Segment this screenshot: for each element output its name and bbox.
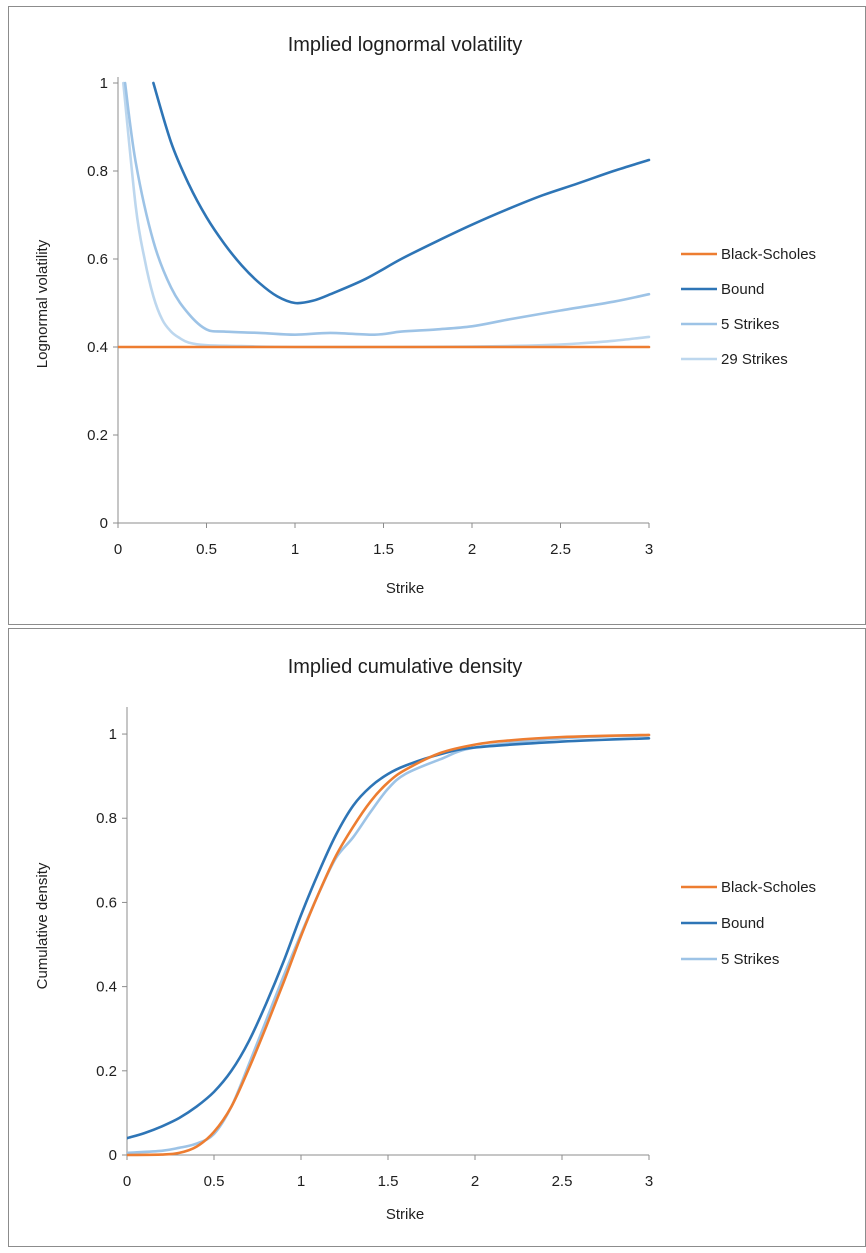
x-axis-title: Strike [386,580,424,597]
y-tick-label: 0 [109,1147,117,1164]
y-axis-title: Lognormal volatility [34,239,51,368]
legend-label-5-strikes: 5 Strikes [721,951,779,968]
chart-panel-cumulative-density: Implied cumulative density Strike Cumula… [8,628,866,1247]
legend-label-bound: Bound [721,281,764,298]
series-line-bound [152,81,651,305]
series-line-black-scholes [127,733,651,1157]
x-tick-label: 1.5 [378,1173,399,1190]
x-tick-label: 1 [291,541,299,558]
y-tick-label: 0.6 [87,251,108,268]
x-tick-label: 2 [471,1173,479,1190]
x-tick-label: 0.5 [196,541,217,558]
x-tick-label: 3 [645,541,653,558]
chart-title: Implied cumulative density [288,656,523,678]
legend-label-bound: Bound [721,915,764,932]
y-tick-label: 0.4 [87,339,108,356]
cumulative-density-chart: Implied cumulative density Strike Cumula… [34,656,816,1223]
y-tick-label: 0.2 [87,427,108,444]
volatility-chart: Implied lognormal volatility Strike Logn… [34,34,816,597]
y-axis-title: Cumulative density [34,862,51,989]
series-line-bound [127,737,651,1140]
x-tick-label: 0 [114,541,122,558]
x-tick-label: 2 [468,541,476,558]
y-tick-label: 0.4 [96,979,117,996]
x-tick-label: 2.5 [552,1173,573,1190]
x-tick-label: 0 [123,1173,131,1190]
series-line-29-strikes [122,81,651,349]
legend-label-5-strikes: 5 Strikes [721,316,779,333]
y-tick-label: 0.6 [96,894,117,911]
x-tick-label: 2.5 [550,541,571,558]
x-tick-label: 1.5 [373,541,394,558]
y-tick-label: 1 [109,726,117,743]
series-line-5-strikes [127,734,651,1155]
x-axis-title: Strike [386,1206,424,1223]
legend-label-black-scholes: Black-Scholes [721,879,816,896]
chart-panel-volatility: Implied lognormal volatility Strike Logn… [8,6,866,625]
y-tick-label: 0.8 [96,810,117,827]
y-tick-label: 0.8 [87,163,108,180]
series-line-5-strikes [123,81,651,337]
x-tick-label: 1 [297,1173,305,1190]
y-tick-label: 1 [100,75,108,92]
legend-label-29-strikes: 29 Strikes [721,351,788,368]
y-tick-label: 0.2 [96,1063,117,1080]
legend-label-black-scholes: Black-Scholes [721,246,816,263]
chart-title: Implied lognormal volatility [288,34,523,56]
x-tick-label: 0.5 [204,1173,225,1190]
y-tick-label: 0 [100,515,108,532]
x-tick-label: 3 [645,1173,653,1190]
